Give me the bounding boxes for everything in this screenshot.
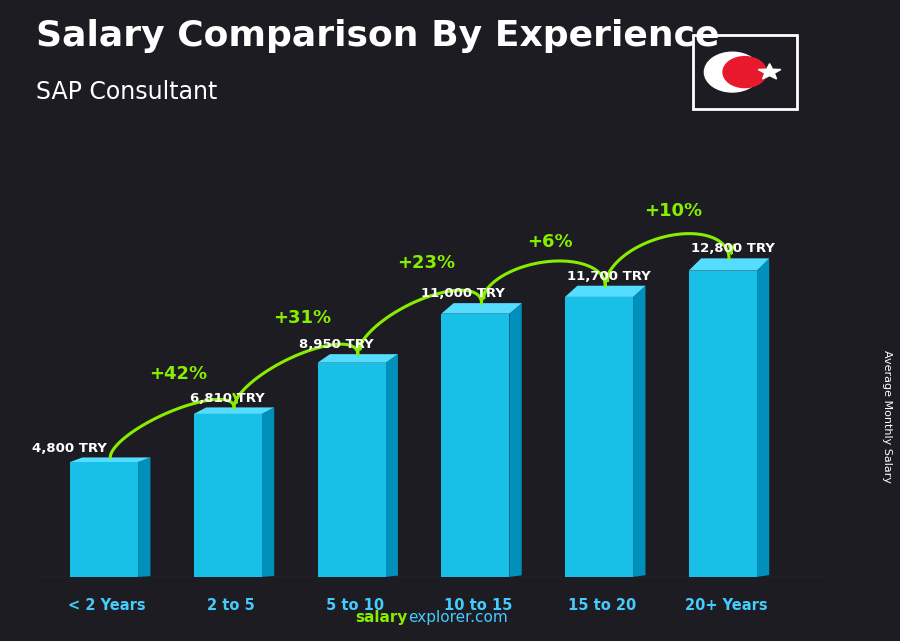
Text: 20+ Years: 20+ Years <box>685 599 767 613</box>
Polygon shape <box>757 258 770 577</box>
Text: 10 to 15: 10 to 15 <box>445 599 513 613</box>
Polygon shape <box>688 271 757 577</box>
Polygon shape <box>565 286 645 297</box>
Text: 11,700 TRY: 11,700 TRY <box>567 270 651 283</box>
Polygon shape <box>194 414 262 577</box>
Text: SAP Consultant: SAP Consultant <box>36 80 218 104</box>
Polygon shape <box>441 303 522 313</box>
Circle shape <box>705 52 760 92</box>
Text: 11,000 TRY: 11,000 TRY <box>421 287 505 300</box>
Text: salary: salary <box>356 610 408 625</box>
Text: Salary Comparison By Experience: Salary Comparison By Experience <box>36 19 719 53</box>
Text: +6%: +6% <box>526 233 572 251</box>
Polygon shape <box>633 286 645 577</box>
Text: +23%: +23% <box>397 254 454 272</box>
Polygon shape <box>385 354 398 577</box>
Polygon shape <box>262 408 274 577</box>
Text: 12,800 TRY: 12,800 TRY <box>691 242 775 256</box>
Polygon shape <box>138 458 150 577</box>
Text: 4,800 TRY: 4,800 TRY <box>32 442 107 454</box>
Polygon shape <box>509 303 522 577</box>
Polygon shape <box>441 313 509 577</box>
Polygon shape <box>70 462 138 577</box>
Text: 15 to 20: 15 to 20 <box>568 599 636 613</box>
Text: 5 to 10: 5 to 10 <box>326 599 383 613</box>
Text: +31%: +31% <box>273 308 331 327</box>
Text: explorer.com: explorer.com <box>409 610 508 625</box>
Text: +42%: +42% <box>149 365 207 383</box>
Text: 8,950 TRY: 8,950 TRY <box>300 338 374 351</box>
Text: 2 to 5: 2 to 5 <box>207 599 255 613</box>
Text: +10%: +10% <box>644 202 702 220</box>
Polygon shape <box>194 408 274 414</box>
Text: Average Monthly Salary: Average Monthly Salary <box>881 350 892 483</box>
Polygon shape <box>688 258 770 271</box>
Circle shape <box>723 56 767 88</box>
Text: < 2 Years: < 2 Years <box>68 599 146 613</box>
Polygon shape <box>318 363 385 577</box>
Polygon shape <box>318 354 398 363</box>
Polygon shape <box>70 458 150 462</box>
Text: 6,810 TRY: 6,810 TRY <box>191 392 266 404</box>
Polygon shape <box>759 63 781 79</box>
Polygon shape <box>565 297 633 577</box>
